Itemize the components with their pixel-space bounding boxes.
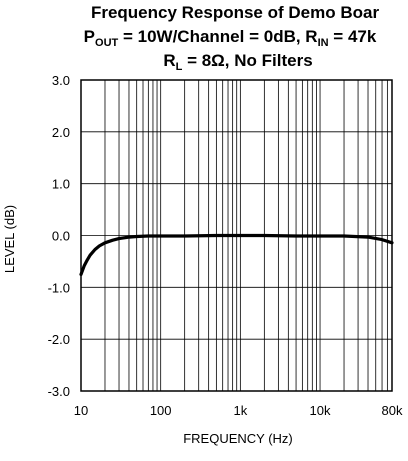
x-tick-label: 80k	[382, 403, 403, 418]
title-end: = 47k	[329, 27, 377, 46]
x-axis-label: FREQUENCY (Hz)	[183, 431, 293, 446]
title-rin-subscript: IN	[318, 37, 329, 49]
title-rl-subscript: L	[176, 61, 183, 73]
x-tick-label: 1k	[233, 403, 247, 418]
chart-title-line1: Frequency Response of Demo Boar	[91, 3, 380, 22]
y-tick-label: 3.0	[52, 73, 70, 88]
frequency-response-line	[79, 233, 394, 276]
series-layer	[79, 233, 394, 276]
y-tick-label: -2.0	[48, 332, 70, 347]
title-r: R	[163, 51, 175, 70]
x-tick-label: 100	[150, 403, 172, 418]
x-tick-label: 10	[74, 403, 88, 418]
y-tick-label: 2.0	[52, 125, 70, 140]
y-tick-label: 0.0	[52, 229, 70, 244]
y-axis-label: LEVEL (dB)	[2, 205, 17, 273]
title-mid: = 10W/Channel = 0dB, R	[118, 27, 317, 46]
chart-title-line3: RL = 8Ω, No Filters	[163, 51, 312, 73]
x-tick-labels: 10 100 1k 10k 80k	[74, 403, 403, 418]
chart-title-line2: POUT = 10W/Channel = 0dB, RIN = 47k	[84, 27, 377, 49]
y-tick-label: -3.0	[48, 384, 70, 399]
y-tick-label: -1.0	[48, 280, 70, 295]
title-p-subscript: OUT	[95, 37, 119, 49]
x-tick-label: 10k	[310, 403, 331, 418]
title-p: P	[84, 27, 95, 46]
y-tick-labels: 3.0 2.0 1.0 0.0 -1.0 -2.0 -3.0	[48, 73, 70, 399]
y-tick-label: 1.0	[52, 177, 70, 192]
title-line3-end: = 8Ω, No Filters	[182, 51, 312, 70]
plot-frame	[80, 79, 393, 392]
